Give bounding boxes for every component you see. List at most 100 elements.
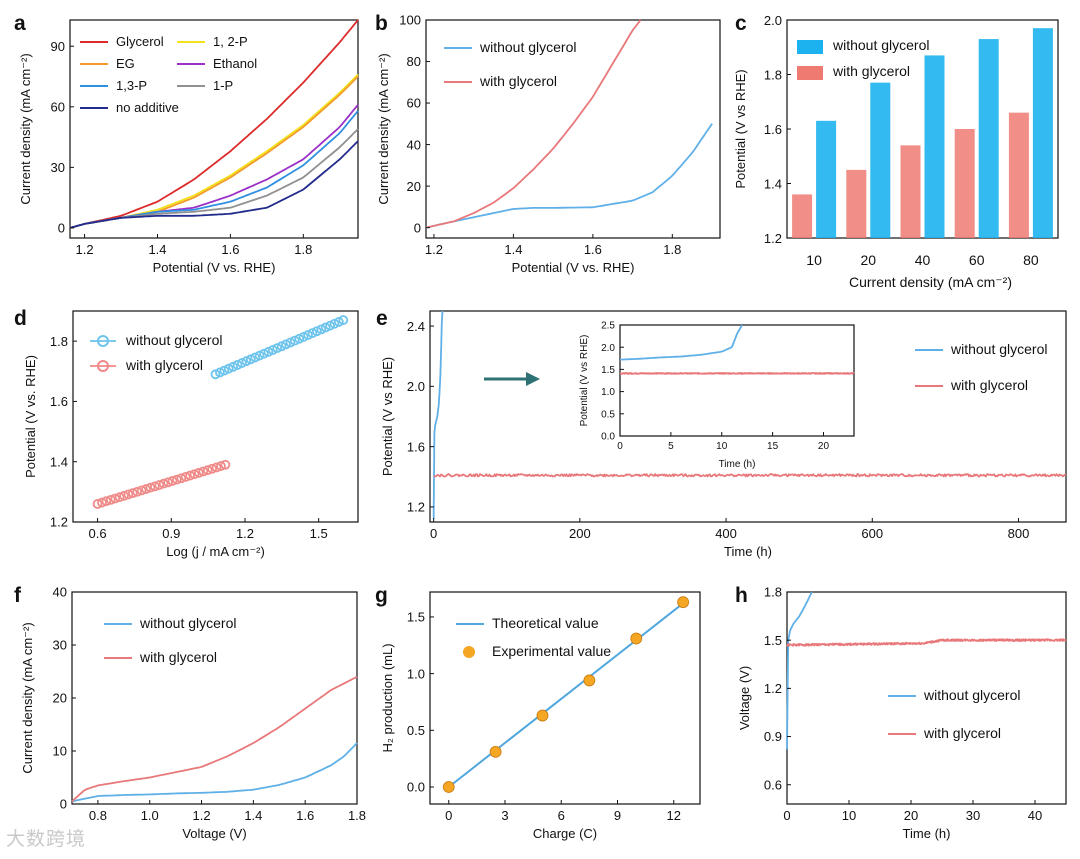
panel-g-point-experimental-value [677,596,690,609]
panel-e-ylabel: Potential (V vs RHE) [380,357,395,476]
panel-d-point-without-glycerol [338,315,349,325]
panel-c-bar-without-glycerol [978,39,999,239]
panel-f-ytick-label: 30 [53,638,67,653]
panel-d-point-with-glycerol [158,478,169,489]
panel-e-inset-series-with-glycerol [619,372,855,375]
panel-a-ytick-label: 0 [58,221,65,236]
panel-b-xtick-label: 1.2 [425,242,443,257]
panel-e-inset-xtick-label: 20 [818,441,830,452]
panel-d-point-with-glycerol [132,486,143,497]
panel-g-point-experimental-value [630,632,643,645]
panel-d-point-with-glycerol [149,481,160,492]
panel-c-ytick-label: 2.0 [764,13,782,28]
panel-e-ytick-label: 1.2 [407,500,425,515]
panel-e-xtick-label: 400 [715,526,737,541]
panel-h-legend-without-glycerol-text: without glycerol [923,687,1021,703]
panel-d-point-with-glycerol [211,462,222,473]
panel-d-xtick-label: 1.5 [310,526,328,541]
panel-c-ytick-label: 1.6 [764,122,782,137]
panel-c-ylabel: Potential (V vs RHE) [733,69,748,188]
panel-h-series-with-glycerol [786,638,1067,647]
panel-e-legend-without-glycerol-text: without glycerol [950,341,1048,357]
panel-d-xtick-label: 1.2 [236,526,254,541]
panel-b-legend-without-glycerol-text: without glycerol [479,39,577,55]
panel-e-inset-ytick-label: 2.0 [601,343,615,354]
panel-c-category-label: 80 [1023,252,1039,268]
panel-f-legend-with-glycerol-text: with glycerol [139,649,217,665]
panel-d-point-with-glycerol [220,459,231,470]
panel-c-xlabel: Current density (mA cm⁻²) [849,274,1012,290]
panel-g-xtick-label: 9 [614,808,621,823]
panel-e-ytick-label: 2.0 [407,379,425,394]
panel-b-xlabel: Potential (V vs. RHE) [512,260,635,275]
panel-c-bar-without-glycerol [816,120,837,238]
panel-e-inset-ytick-label: 2.5 [601,321,615,332]
panel-g-legend-theoretical-value-text: Theoretical value [492,615,599,631]
panel-d-legend-with-glycerol-text: with glycerol [125,357,203,373]
panel-d-ytick-label: 1.8 [50,334,68,349]
panel-d-point-with-glycerol [110,493,121,504]
panel-a-legend-1-p-text: 1-P [213,78,233,93]
panel-g-point-experimental-value [489,745,502,758]
panel-g-point-experimental-value [583,674,596,687]
panel-f-series-without-glycerol [71,742,358,803]
panel-b-ytick-label: 0 [414,220,421,235]
panel-e-label: e [376,307,388,330]
panel-d-point-with-glycerol [180,471,191,482]
panel-e-inset-xtick-label: 5 [668,441,674,452]
panel-d-point-with-glycerol [167,476,178,486]
panel-e-series-without-glycerol [432,311,444,519]
panel-h-xtick-label: 0 [783,808,790,823]
panel-f-ytick-label: 20 [53,691,67,706]
panel-d-xlabel: Log (j / mA cm⁻²) [166,544,265,559]
panel-g-point-experimental-value [536,709,549,722]
panel-a-xtick-label: 1.2 [76,242,94,257]
panel-d-point-with-glycerol [185,470,195,481]
panel-f-xtick-label: 1.4 [244,808,262,823]
panel-h-xtick-label: 10 [842,808,856,823]
panel-c-legend-without-glycerol-text: without glycerol [832,37,930,53]
panel-b-frame [425,19,721,239]
panel-h-series-without-glycerol [786,591,813,750]
panel-h-xlabel: Time (h) [903,826,951,841]
panel-a-ylabel: Current density (mA cm⁻²) [18,53,33,204]
panel-c-ytick-label: 1.4 [764,177,782,192]
panel-h-label: h [735,584,748,607]
panel-h-xtick-label: 40 [1028,808,1042,823]
panel-f-ylabel: Current density (mA cm⁻²) [20,622,35,773]
panel-e-ytick-label: 2.4 [407,319,425,334]
panel-g-point-experimental-value [442,781,455,793]
panel-e-inset-xtick-label: 15 [767,441,779,452]
panel-d-ytick-label: 1.4 [50,454,68,469]
panel-b-series-with-glycerol [425,19,642,229]
panel-e-xtick-label: 200 [569,526,591,541]
panel-c-bar-with-glycerol [1008,112,1029,238]
panel-d-legend-without-glycerol-text: without glycerol [125,332,223,348]
panel-a-legend-eg-text: EG [116,56,135,71]
panel-a-legend-ethanol-text: Ethanol [213,56,257,71]
panel-d-legend-with-glycerol-swatch-marker [97,360,109,372]
panel-d-point-with-glycerol [176,473,187,484]
panel-d-point-with-glycerol [123,489,134,500]
panel-d-point-with-glycerol [145,482,156,493]
panel-e-inset-frame [619,324,855,437]
panel-b-legend-with-glycerol-text: with glycerol [479,73,557,89]
panel-b-xtick-label: 1.6 [584,242,602,257]
panel-a-ytick-label: 60 [51,99,65,114]
panel-h-legend-with-glycerol-text: with glycerol [923,725,1001,741]
panel-d-point-with-glycerol [189,469,200,480]
panel-d-xtick-label: 0.6 [89,526,107,541]
panel-b-ytick-label: 60 [407,96,421,111]
panel-g-frame [429,591,701,805]
panel-d-xtick-label: 0.9 [162,526,180,541]
panel-d-point-with-glycerol [136,485,147,496]
panel-a-legend-glycerol-text: Glycerol [116,34,164,49]
panel-g-legend-experimental-value-swatch-marker [463,646,475,658]
panel-f-ytick-label: 10 [53,744,67,759]
panel-e-inset-ylabel: Potential (V vs RHE) [579,335,590,427]
panel-c-bar-without-glycerol [870,82,891,238]
panel-h-ylabel: Voltage (V) [737,666,752,730]
panel-e-inset-series-without-glycerol [620,324,743,361]
panel-g-ytick-label: 0.0 [407,780,425,795]
